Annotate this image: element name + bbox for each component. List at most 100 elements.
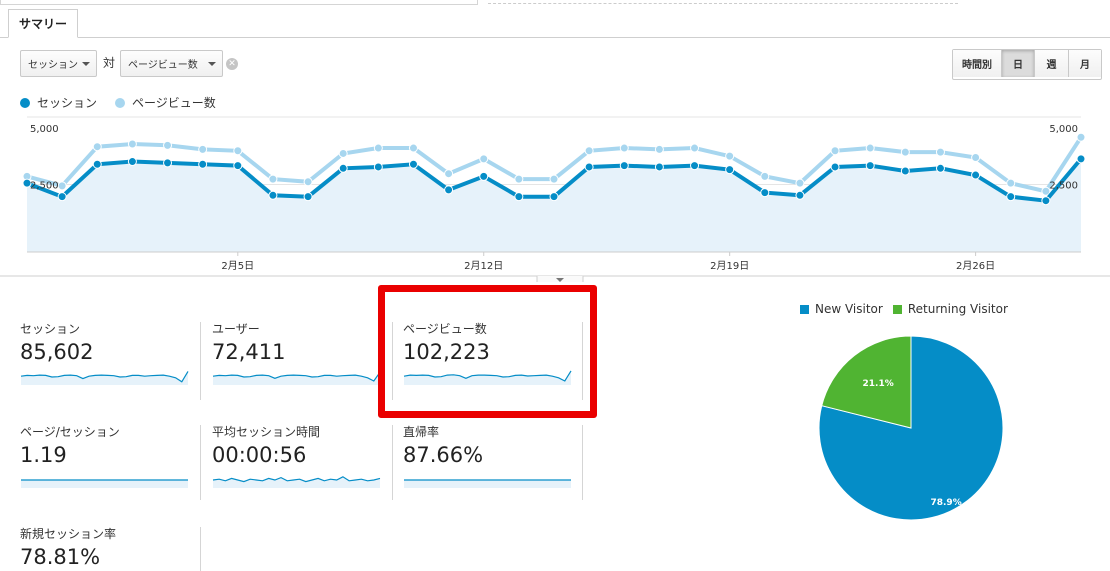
metric-label: 直帰率 — [403, 425, 440, 439]
vs-label: 対 — [103, 56, 116, 70]
pageviews-point — [338, 148, 348, 158]
metric-label: ユーザー — [212, 322, 260, 336]
divider — [582, 425, 583, 500]
sessions-point — [795, 190, 805, 200]
sessions-legend-dot — [20, 97, 30, 108]
sessions-point — [338, 163, 348, 173]
new-visitor-label: New Visitor — [815, 302, 883, 316]
y-tick-left-5000: 5,000 — [30, 124, 59, 135]
sparkline — [212, 476, 381, 488]
top-panel-edge-dashed — [488, 0, 958, 4]
metric-pages-per-session[interactable]: ページ/セッション 1.19 — [20, 423, 190, 489]
pageviews-point — [1076, 132, 1086, 142]
sessions-point — [514, 192, 524, 202]
metric-label: ページ/セッション — [20, 425, 120, 439]
metric-bounce-rate[interactable]: 直帰率 87.66% — [403, 423, 573, 489]
chevron-down-icon — [82, 62, 90, 66]
sparkline — [212, 371, 381, 385]
divider — [582, 322, 583, 400]
sparkline — [20, 371, 189, 385]
metric-value: 85,602 — [20, 340, 94, 364]
sparkline-line — [212, 476, 381, 483]
sessions-point — [935, 163, 945, 173]
clear-comparison-icon[interactable]: ✕ — [226, 58, 238, 70]
sessions-point — [1006, 192, 1016, 202]
returning-visitor-swatch — [892, 304, 902, 314]
sparkline-area — [213, 476, 380, 488]
tab-summary[interactable]: サマリー — [8, 9, 78, 38]
pie-slice-label: 21.1% — [863, 379, 894, 389]
time-granularity-toggle: 時間別 日 週 月 — [952, 49, 1102, 80]
pageviews-point — [268, 174, 278, 184]
pageviews-point — [654, 144, 664, 154]
x-tick-label: 2月5日 — [221, 260, 254, 272]
pageviews-point — [92, 142, 102, 152]
pie-slice-returning-visitor — [821, 335, 912, 429]
divider — [392, 322, 393, 400]
pageviews-point — [514, 174, 524, 184]
sessions-point — [830, 162, 840, 172]
pageviews-point — [57, 181, 67, 191]
metric-pageviews[interactable]: ページビュー数 102,223 — [403, 320, 573, 386]
highlight-box — [378, 285, 597, 418]
sessions-point — [1076, 154, 1086, 164]
returning-visitor-label: Returning Visitor — [907, 302, 1008, 316]
metric-value: 87.66% — [403, 443, 484, 467]
metric-new-session-rate[interactable]: 新規セッション率 78.81% — [20, 525, 116, 569]
pageviews-point — [830, 146, 840, 156]
y-tick-right-5000: 5,000 — [1049, 124, 1078, 135]
y-tick-right-2500: 2,500 — [1049, 181, 1078, 192]
pageviews-point — [1006, 178, 1016, 188]
metric-value: 00:00:56 — [212, 443, 307, 467]
pageviews-point — [127, 139, 137, 149]
pageviews-point — [198, 144, 208, 154]
month-button[interactable]: 月 — [1069, 50, 1101, 77]
week-button[interactable]: 週 — [1035, 50, 1069, 77]
pageviews-point — [549, 174, 559, 184]
metric-label: ページビュー数 — [403, 322, 487, 336]
sessions-area — [27, 158, 1081, 252]
sessions-point — [479, 171, 489, 181]
sparkline-line — [20, 371, 189, 383]
pie-legend: New Visitor Returning Visitor — [800, 302, 1008, 316]
sessions-point — [163, 158, 173, 168]
pageviews-point — [1041, 186, 1051, 196]
metric1-select-label: セッション — [28, 60, 78, 71]
sessions-point — [198, 159, 208, 169]
top-border — [0, 0, 1110, 5]
metric-value: 72,411 — [212, 340, 286, 364]
pageviews-point — [865, 143, 875, 153]
pageviews-point — [444, 169, 454, 179]
sparkline-line — [403, 370, 572, 382]
metric-sessions[interactable]: セッション 85,602 — [20, 320, 190, 386]
pageviews-point — [479, 154, 489, 164]
sparkline-area — [404, 480, 571, 488]
pageviews-point — [795, 178, 805, 188]
sessions-point — [760, 188, 770, 198]
sessions-point — [900, 166, 910, 176]
tab-baseline — [0, 37, 1110, 38]
pageviews-point — [303, 177, 313, 187]
sessions-point — [233, 161, 243, 171]
metric1-select[interactable]: セッション — [20, 50, 97, 77]
metric-users[interactable]: ユーザー 72,411 — [212, 320, 382, 386]
sparkline-area — [404, 370, 571, 385]
sparkline — [404, 479, 571, 488]
sessions-point — [127, 157, 137, 167]
sessions-point — [57, 192, 67, 202]
pageviews-point — [163, 140, 173, 150]
metric-avg-session-duration[interactable]: 平均セッション時間 00:00:56 — [212, 423, 382, 489]
hourly-button[interactable]: 時間別 — [953, 50, 1002, 77]
sparkline — [403, 370, 572, 385]
sessions-point — [725, 165, 735, 175]
sessions-point — [408, 159, 418, 169]
day-button[interactable]: 日 — [1002, 50, 1035, 77]
new-visitor-swatch — [800, 304, 809, 314]
sessions-point — [444, 185, 454, 195]
sessions-point — [303, 192, 313, 202]
sessions-point — [619, 161, 629, 171]
x-tick-label: 2月26日 — [956, 260, 995, 272]
sessions-point — [690, 161, 700, 171]
metric2-select[interactable]: ページビュー数 — [120, 50, 223, 77]
sparkline-area — [21, 371, 188, 385]
